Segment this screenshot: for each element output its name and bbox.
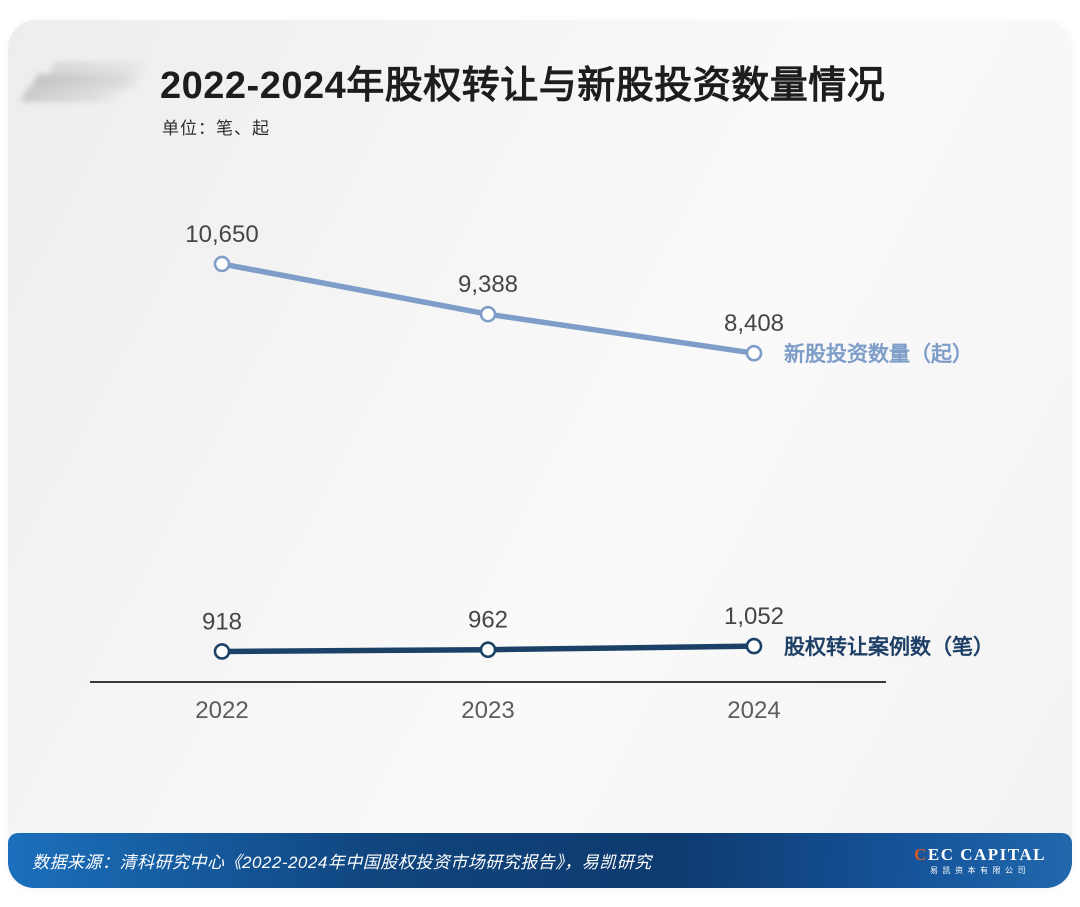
- logo-first-letter: C: [914, 845, 928, 864]
- logo-subtitle: 易凯资本有限公司: [930, 866, 1031, 875]
- chart-card: 2022-2024年股权转让与新股投资数量情况 单位：笔、起 2022 2023 2…: [8, 20, 1072, 888]
- series-name-label: 新股投资数量（起）: [784, 342, 973, 366]
- data-label: 962: [468, 607, 508, 634]
- series-name-label: 股权转让案例数（笔）: [784, 635, 994, 659]
- data-point: [745, 637, 763, 655]
- data-point: [479, 641, 497, 658]
- data-point: [213, 643, 231, 660]
- x-tick-label: 2023: [461, 697, 514, 724]
- chart-title: 2022-2024年股权转让与新股投资数量情况: [160, 65, 886, 107]
- logo-wordmark-rest: EC CAPITAL: [927, 845, 1046, 864]
- data-point: [745, 344, 763, 362]
- footer-bar: 数据来源：清科研究中心《2022-2024年中国股权投资市场研究报告》，易凯研究…: [8, 833, 1072, 888]
- data-point: [479, 305, 497, 323]
- data-label: 8,408: [724, 310, 784, 337]
- data-point: [213, 255, 231, 273]
- cec-capital-logo: CEC CAPITAL 易凯资本有限公司: [914, 846, 1046, 875]
- x-tick-label: 2022: [195, 697, 248, 724]
- logo-wordmark: CEC CAPITAL: [914, 846, 1046, 863]
- data-label: 10,650: [185, 221, 258, 248]
- data-label: 1,052: [724, 603, 784, 630]
- unit-label: 单位：笔、起: [162, 119, 270, 138]
- data-source-text: 数据来源：清科研究中心《2022-2024年中国股权投资市场研究报告》，易凯研究: [32, 853, 652, 872]
- data-label: 9,388: [458, 271, 518, 298]
- data-label: 918: [202, 608, 242, 635]
- x-tick-label: 2024: [727, 697, 780, 724]
